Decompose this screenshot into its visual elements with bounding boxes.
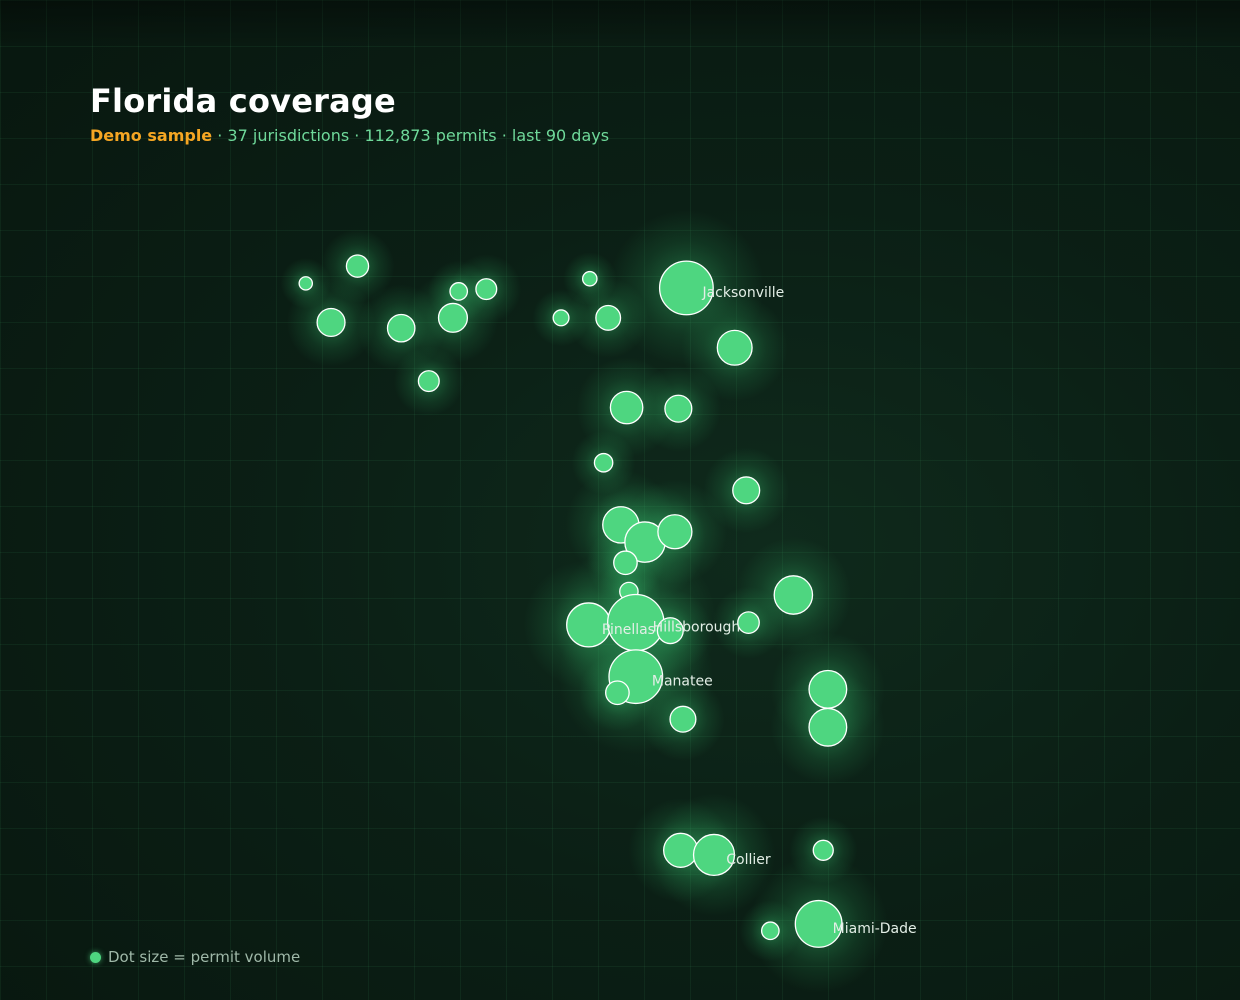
jurisdiction-label: Jacksonville xyxy=(701,285,784,301)
dot-layer xyxy=(298,254,848,948)
jurisdiction-dot[interactable] xyxy=(437,302,469,333)
jurisdiction-dot[interactable] xyxy=(656,617,684,645)
jurisdiction-dot[interactable] xyxy=(609,390,644,425)
jurisdiction-label: Miami-Dade xyxy=(833,921,917,937)
jurisdiction-dot[interactable] xyxy=(669,705,697,733)
jurisdiction-dot[interactable] xyxy=(716,329,753,366)
jurisdiction-label: Pinellas xyxy=(602,622,655,638)
jurisdiction-dot[interactable] xyxy=(657,514,693,550)
jurisdiction-dot[interactable] xyxy=(760,921,780,941)
coverage-stats: · 37 jurisdictions · 112,873 permits · l… xyxy=(217,126,610,145)
jurisdiction-dot[interactable] xyxy=(808,669,848,709)
jurisdiction-label: Manatee xyxy=(652,674,713,690)
top-bar xyxy=(0,0,1240,46)
jurisdiction-label: Hillsborough xyxy=(653,620,741,636)
jurisdiction-dot[interactable] xyxy=(581,270,598,287)
jurisdiction-label: Collier xyxy=(726,852,771,868)
legend-dot-icon xyxy=(90,951,101,963)
jurisdiction-dot[interactable] xyxy=(812,839,834,861)
jurisdiction-dot[interactable] xyxy=(475,278,498,301)
jurisdiction-dot[interactable] xyxy=(773,575,814,615)
jurisdiction-dot-miami-dade[interactable] xyxy=(794,899,843,948)
jurisdiction-dot-jacksonville[interactable] xyxy=(658,260,714,316)
jurisdiction-dot[interactable] xyxy=(316,307,346,338)
jurisdiction-dot[interactable] xyxy=(417,370,440,393)
jurisdiction-dot[interactable] xyxy=(345,254,370,278)
jurisdiction-dot[interactable] xyxy=(737,611,760,634)
jurisdiction-dot[interactable] xyxy=(298,276,314,291)
jurisdiction-dot[interactable] xyxy=(664,394,693,423)
jurisdiction-dot[interactable] xyxy=(605,680,630,706)
legend-label: Dot size = permit volume xyxy=(108,948,301,966)
jurisdiction-dot[interactable] xyxy=(732,476,761,505)
jurisdiction-dot[interactable] xyxy=(593,452,614,473)
jurisdiction-dot[interactable] xyxy=(595,304,622,331)
map-legend: Dot size = permit volume xyxy=(90,948,300,966)
jurisdiction-dot[interactable] xyxy=(386,313,416,343)
jurisdiction-dot[interactable] xyxy=(808,707,848,747)
jurisdiction-dot-collier[interactable] xyxy=(692,833,736,877)
map-header: Florida coverage Demo sample · 37 jurisd… xyxy=(90,82,609,145)
jurisdiction-dot[interactable] xyxy=(662,832,699,868)
subtitle: Demo sample · 37 jurisdictions · 112,873… xyxy=(90,126,609,145)
demo-sample-badge: Demo sample xyxy=(90,126,213,145)
page-title: Florida coverage xyxy=(90,82,396,120)
jurisdiction-dot[interactable] xyxy=(613,550,638,576)
jurisdiction-dot[interactable] xyxy=(449,282,469,301)
jurisdiction-dot[interactable] xyxy=(552,309,570,327)
